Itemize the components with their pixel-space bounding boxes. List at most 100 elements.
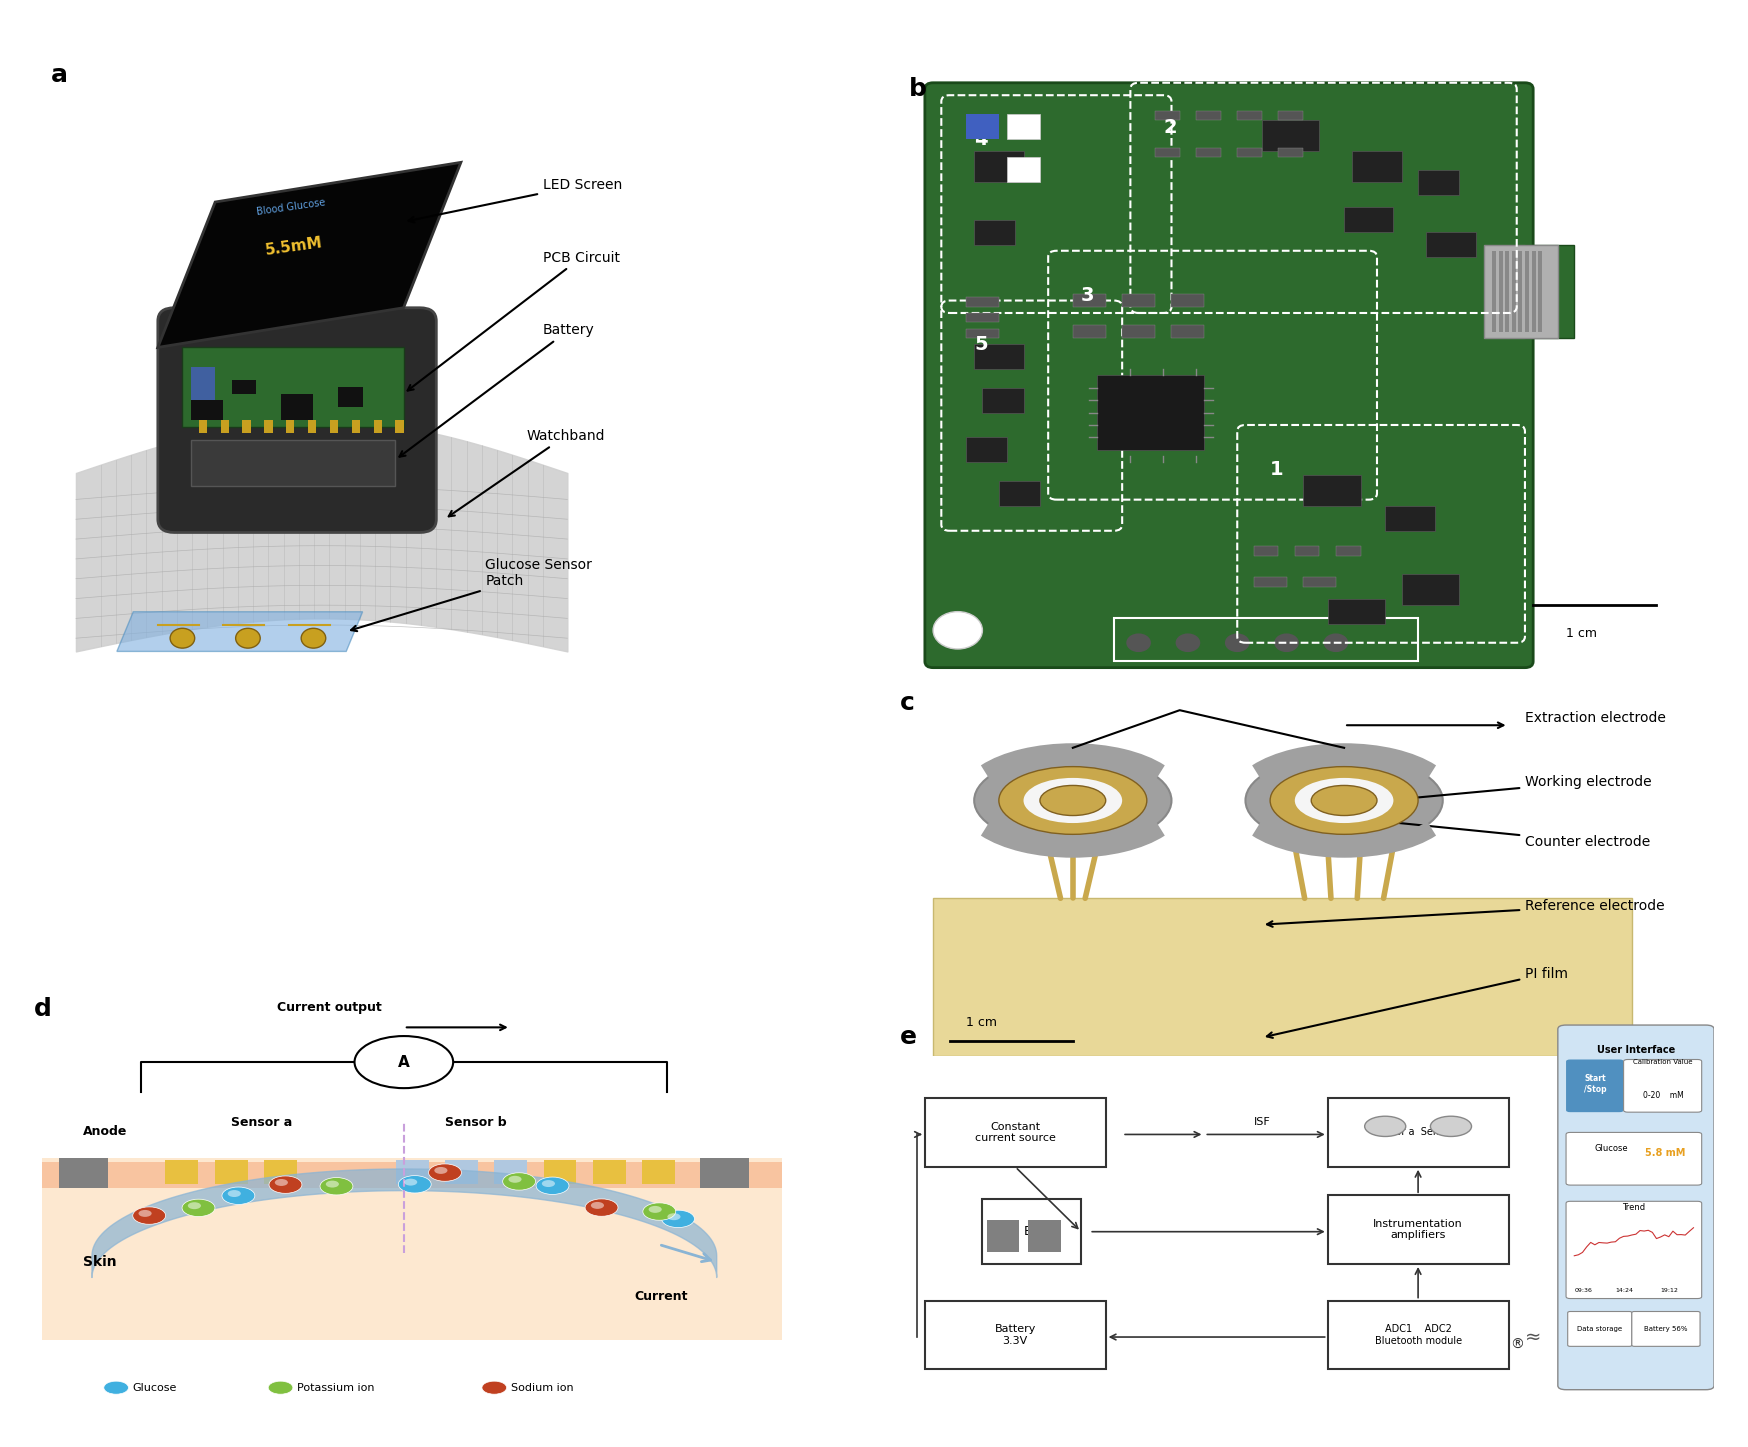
Circle shape [301,628,325,648]
Circle shape [325,1181,339,1188]
Text: Battery: Battery [399,323,594,457]
Text: Glucose: Glucose [1594,1145,1627,1153]
Bar [395,1159,428,1184]
Circle shape [1294,778,1393,823]
Circle shape [974,755,1171,845]
Bar [1196,111,1220,120]
Bar [1253,577,1287,587]
Text: ISF: ISF [1253,1117,1269,1127]
Text: Anode: Anode [84,1126,128,1137]
Bar [1113,618,1418,661]
Text: 09:36: 09:36 [1573,1288,1591,1294]
Bar [215,1159,248,1184]
Bar [308,420,316,433]
Bar [965,328,998,337]
FancyBboxPatch shape [157,308,435,532]
Text: d: d [33,997,52,1022]
FancyBboxPatch shape [1557,1024,1713,1389]
Bar [1426,232,1475,258]
Bar [330,420,337,433]
Bar [1262,120,1318,152]
Bar [1122,326,1154,337]
Bar [42,1158,781,1340]
Text: Blood Glucose: Blood Glucose [255,198,327,217]
Bar [444,1159,477,1184]
Circle shape [537,1176,568,1194]
Text: Glucose Sensor
Patch: Glucose Sensor Patch [351,559,593,631]
Bar [699,1158,748,1188]
Circle shape [320,1178,353,1195]
Bar [544,1159,577,1184]
Bar [1400,574,1458,605]
Bar [1007,114,1040,139]
Circle shape [933,612,982,648]
FancyBboxPatch shape [1564,1201,1701,1298]
Text: Sensor a: Sensor a [231,1117,292,1129]
Bar [1154,148,1180,158]
Circle shape [1363,1116,1405,1136]
Text: EE: EE [1023,1226,1038,1239]
Circle shape [187,1202,201,1210]
Text: Sensor b: Sensor b [444,1117,507,1129]
Text: Calibration Value: Calibration Value [1633,1059,1692,1065]
Circle shape [1430,1116,1470,1136]
Text: Current: Current [635,1291,687,1302]
Circle shape [182,1200,215,1217]
Bar [1253,547,1278,556]
Bar [1072,326,1105,337]
Circle shape [1245,755,1442,845]
Bar [351,420,360,433]
Text: b: b [907,77,926,100]
Bar [199,420,206,433]
Text: LED Screen: LED Screen [409,178,622,223]
Circle shape [138,1210,152,1217]
Bar [965,114,998,139]
Bar [191,368,215,401]
Bar [280,394,313,420]
Bar [191,440,395,486]
Bar [287,420,294,433]
Circle shape [434,1166,447,1174]
Circle shape [399,1175,432,1192]
Text: Reference electrode: Reference electrode [1266,899,1664,928]
Bar [1278,148,1302,158]
Circle shape [274,1179,288,1187]
Circle shape [1224,634,1248,653]
Bar [642,1159,675,1184]
Bar [1505,250,1509,331]
Text: 5.5mM: 5.5mM [264,234,323,258]
Bar [1344,207,1393,232]
Text: 4: 4 [974,130,988,149]
Text: ADC1    ADC2
Bluetooth module: ADC1 ADC2 Bluetooth module [1374,1324,1461,1346]
FancyBboxPatch shape [1622,1059,1701,1113]
Text: 1 cm: 1 cm [965,1016,996,1029]
Circle shape [428,1163,461,1181]
Bar [231,381,255,394]
Text: Extraction electrode: Extraction electrode [1524,710,1664,725]
Text: Glucose: Glucose [133,1383,177,1392]
Bar [1236,111,1262,120]
Circle shape [668,1213,680,1220]
Bar [1028,1220,1059,1252]
Text: Instrumentation
amplifiers: Instrumentation amplifiers [1372,1218,1461,1240]
Circle shape [1269,767,1418,835]
Circle shape [998,767,1147,835]
Bar [1482,245,1557,337]
Text: Potassium ion: Potassium ion [297,1383,374,1392]
Bar [965,298,998,307]
Bar [1351,152,1400,182]
Bar [982,388,1023,412]
FancyBboxPatch shape [1327,1301,1507,1369]
Bar [1327,599,1384,624]
Circle shape [1040,786,1105,816]
Text: Watchband: Watchband [449,428,605,517]
Circle shape [1126,634,1150,653]
Bar [243,420,250,433]
Text: Trend: Trend [1620,1202,1645,1213]
Text: 5.8 mM: 5.8 mM [1643,1147,1683,1158]
Circle shape [591,1202,603,1208]
Bar [1302,577,1335,587]
Text: Current output: Current output [278,1001,383,1014]
Bar [1384,506,1433,531]
Circle shape [1175,634,1199,653]
